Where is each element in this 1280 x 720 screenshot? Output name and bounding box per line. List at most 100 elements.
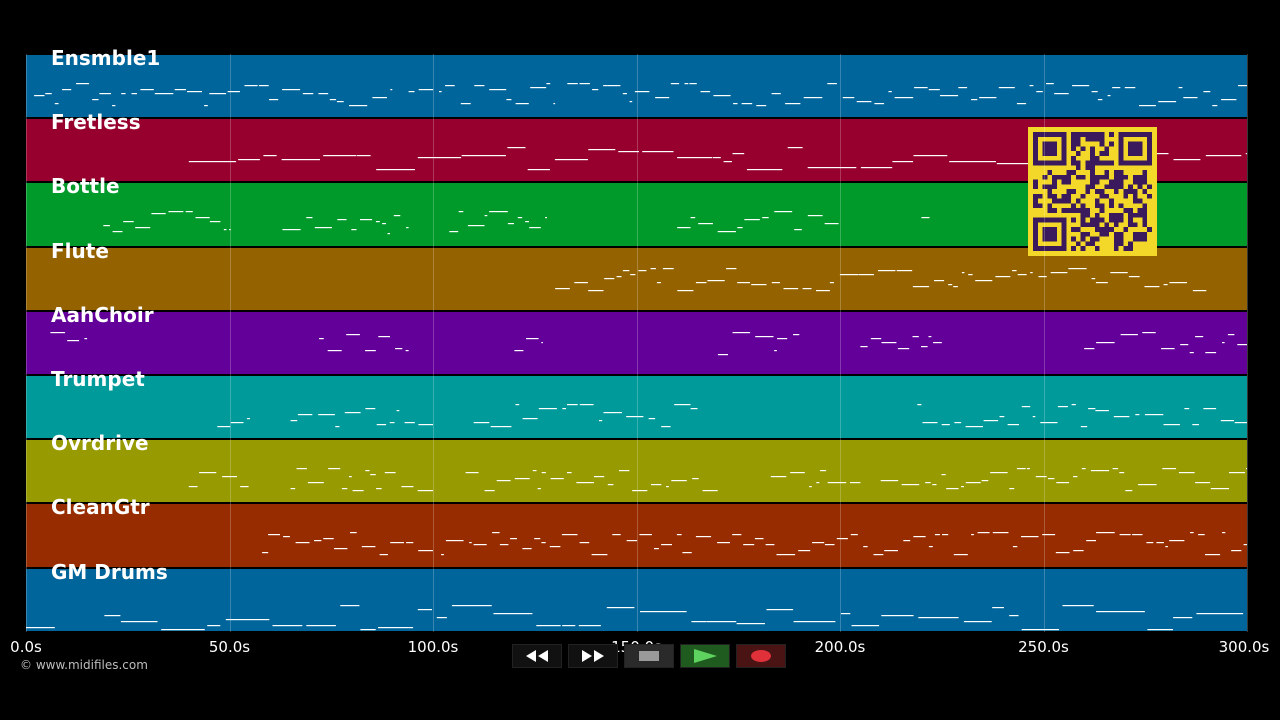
play-button[interactable]	[680, 644, 730, 668]
note	[626, 540, 638, 542]
note	[562, 624, 576, 626]
note	[34, 95, 45, 97]
note	[490, 426, 502, 428]
note	[995, 275, 1011, 277]
note	[912, 335, 919, 337]
note	[549, 546, 561, 548]
note	[314, 540, 322, 542]
note	[992, 606, 1004, 608]
note	[567, 404, 578, 406]
note	[340, 604, 360, 606]
note	[365, 470, 370, 472]
note	[737, 281, 750, 283]
note	[816, 289, 830, 291]
note	[1081, 468, 1086, 470]
note	[465, 472, 479, 474]
note	[903, 540, 911, 542]
track-aahchoir[interactable]: AahChoir	[26, 303, 1247, 375]
track-trumpet[interactable]: Trumpet	[26, 367, 1247, 440]
note	[269, 99, 279, 101]
note	[283, 536, 290, 538]
note	[870, 337, 882, 339]
note	[954, 422, 962, 424]
note	[888, 91, 892, 93]
track-ensmble1[interactable]: Ensmble1	[26, 46, 1247, 119]
note	[387, 233, 390, 235]
note	[999, 416, 1005, 418]
note	[1080, 426, 1088, 428]
note	[603, 85, 608, 87]
note	[626, 416, 644, 418]
note	[1178, 472, 1195, 474]
track-label: Trumpet	[51, 367, 145, 391]
note	[1009, 488, 1015, 490]
note	[1062, 604, 1094, 606]
note	[820, 470, 827, 472]
track-flute[interactable]: Flute	[26, 239, 1247, 311]
note	[1132, 534, 1143, 536]
note	[913, 536, 926, 538]
track-cleangtr[interactable]: CleanGtr	[26, 495, 1247, 568]
note	[1246, 468, 1247, 470]
note	[983, 420, 999, 422]
note	[161, 628, 205, 630]
note	[682, 552, 692, 554]
note	[1144, 414, 1164, 416]
rewind-button[interactable]	[512, 644, 562, 668]
note	[941, 424, 950, 426]
record-button[interactable]	[736, 644, 786, 668]
note	[996, 163, 1033, 165]
note	[493, 612, 533, 614]
note	[850, 482, 861, 484]
note	[1048, 478, 1055, 480]
fast-forward-button[interactable]	[568, 644, 618, 668]
track-gm-drums[interactable]: GM Drums	[26, 560, 1247, 632]
note	[209, 221, 221, 223]
note	[618, 151, 639, 153]
note	[26, 626, 55, 628]
stop-button[interactable]	[624, 644, 674, 668]
note	[112, 105, 116, 107]
note	[405, 349, 409, 351]
note	[328, 468, 341, 470]
track-notes	[50, 331, 1247, 355]
note	[307, 482, 324, 484]
note	[1073, 476, 1078, 478]
note	[62, 89, 72, 91]
note	[553, 103, 556, 105]
grid-line	[1247, 54, 1248, 632]
track-ovrdrive[interactable]: Ovrdrive	[26, 431, 1247, 504]
note	[1119, 534, 1131, 536]
note	[360, 219, 373, 221]
note	[346, 333, 360, 335]
note	[240, 486, 249, 488]
qr-code	[1028, 127, 1157, 256]
note	[281, 159, 320, 161]
note	[441, 554, 444, 556]
note	[1183, 97, 1198, 99]
note	[1016, 468, 1026, 470]
note	[1169, 540, 1185, 542]
note	[622, 93, 627, 95]
time-tick-label: 100.0s	[407, 638, 459, 656]
note	[469, 542, 472, 544]
note	[1139, 105, 1156, 107]
note	[365, 349, 376, 351]
note	[698, 223, 713, 225]
note	[1146, 542, 1154, 544]
note	[1017, 273, 1027, 275]
note	[953, 554, 968, 556]
note	[616, 275, 622, 277]
note	[971, 99, 978, 101]
track-label: CleanGtr	[51, 495, 150, 520]
note	[776, 554, 796, 556]
note	[121, 93, 126, 95]
note	[1072, 85, 1090, 87]
note	[1163, 283, 1168, 285]
note	[850, 534, 858, 536]
note	[229, 229, 231, 231]
note	[195, 217, 210, 219]
note	[1007, 424, 1019, 426]
note	[785, 103, 801, 105]
note	[297, 414, 313, 416]
